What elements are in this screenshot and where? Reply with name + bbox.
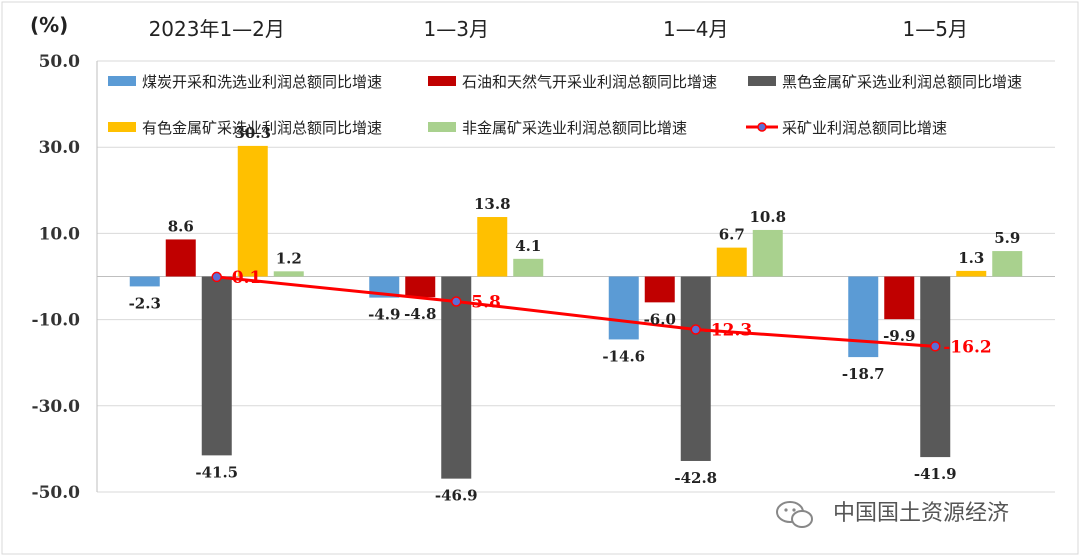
legend-swatch-marker: [757, 122, 767, 132]
bar-value-label: 1.3: [958, 249, 984, 267]
bar-value-label: -41.9: [914, 465, 957, 483]
bar: [956, 270, 987, 277]
legend-swatch: [108, 122, 136, 132]
watermark: 中国国土资源经济: [776, 501, 1009, 528]
bar: [129, 276, 160, 287]
category-label: 1—4月: [663, 17, 728, 41]
bar: [405, 276, 436, 298]
legend-label: 有色金属矿采选业利润总额同比增速: [142, 119, 382, 137]
bar-value-label: -9.9: [883, 327, 915, 345]
bar-value-label: 30.3: [234, 124, 271, 142]
line-value-label: -0.1: [225, 268, 262, 288]
bar-value-label: 8.6: [168, 217, 194, 235]
bar-value-label: 13.8: [474, 195, 511, 213]
bar: [201, 276, 232, 456]
line-point: [211, 271, 222, 283]
bar-value-label: 6.7: [719, 226, 745, 244]
y-tick-label: -10.0: [32, 311, 81, 331]
legend-swatch: [748, 76, 776, 86]
bar-value-label: -46.9: [435, 487, 478, 505]
bar: [477, 217, 508, 277]
legend-label: 黑色金属矿采选业利润总额同比增速: [782, 73, 1022, 91]
bar: [273, 271, 304, 277]
bars: [129, 145, 1023, 479]
bar-value-label: -4.9: [368, 306, 400, 324]
bar-value-label: -6.0: [644, 310, 676, 328]
bar-value-label: 4.1: [515, 237, 541, 255]
legend: 煤炭开采和洗选业利润总额同比增速 石油和天然气开采业利润总额同比增速 黑色金属矿采选…: [108, 73, 1022, 137]
bar-value-label: 1.2: [276, 249, 302, 267]
bar: [848, 276, 879, 358]
bar: [237, 145, 268, 277]
line-point: [930, 341, 941, 352]
bar-value-label: -2.3: [129, 294, 161, 312]
category-labels: 2023年1—2月 1—3月 1—4月 1—5月: [149, 17, 968, 41]
bar: [608, 276, 639, 340]
bar: [680, 276, 711, 461]
bar: [920, 276, 951, 458]
watermark-text: 中国国土资源经济: [833, 501, 1009, 526]
line-point: [690, 324, 701, 335]
y-unit-label: (%): [30, 13, 68, 37]
category-label: 1—5月: [903, 17, 968, 41]
y-tick-label: 10.0: [39, 224, 81, 244]
bar: [165, 239, 196, 277]
legend-label: 非金属矿采选业利润总额同比增速: [462, 119, 687, 137]
category-label: 1—3月: [424, 17, 489, 41]
bar-value-label: -4.8: [404, 305, 436, 323]
y-axis-ticks: 50.0 30.0 10.0 -10.0 -30.0 -50.0: [32, 52, 81, 503]
bar-value-label: -41.5: [195, 463, 238, 481]
bar-value-label: -14.6: [602, 347, 645, 365]
bar: [441, 276, 472, 479]
category-label: 2023年1—2月: [149, 17, 285, 41]
bar-value-label: 10.8: [749, 208, 786, 226]
line-path: [216, 275, 936, 348]
legend-label: 煤炭开采和洗选业利润总额同比增速: [142, 73, 382, 91]
line-value-label: -16.2: [943, 337, 991, 357]
bar: [513, 258, 544, 277]
bar: [884, 276, 915, 320]
line-value-label: -5.8: [464, 292, 501, 312]
line-series: [211, 271, 941, 352]
legend-label: 采矿业利润总额同比增速: [782, 119, 947, 137]
y-tick-label: 50.0: [39, 52, 81, 72]
y-tick-label: -30.0: [32, 397, 81, 417]
data-labels: -2.3 8.6 -41.5 30.3 1.2 -4.9 -4.8 -46.9 13.8 4.1 -…: [129, 124, 1021, 505]
line-point: [451, 296, 462, 307]
bar-value-label: -42.8: [674, 469, 717, 487]
bar: [644, 276, 675, 303]
legend-swatch: [108, 76, 136, 86]
wechat-icon: [776, 501, 813, 528]
bar: [716, 247, 747, 277]
y-tick-label: -50.0: [32, 483, 81, 503]
bar: [752, 229, 783, 277]
legend-swatch: [428, 76, 456, 86]
y-tick-label: 30.0: [39, 138, 81, 158]
bar-value-label: 5.9: [994, 229, 1020, 247]
bar: [992, 251, 1023, 277]
legend-swatch: [428, 122, 456, 132]
bar-value-label: -18.7: [842, 365, 885, 383]
legend-label: 石油和天然气开采业利润总额同比增速: [462, 73, 717, 91]
line-value-label: -12.3: [704, 321, 752, 341]
